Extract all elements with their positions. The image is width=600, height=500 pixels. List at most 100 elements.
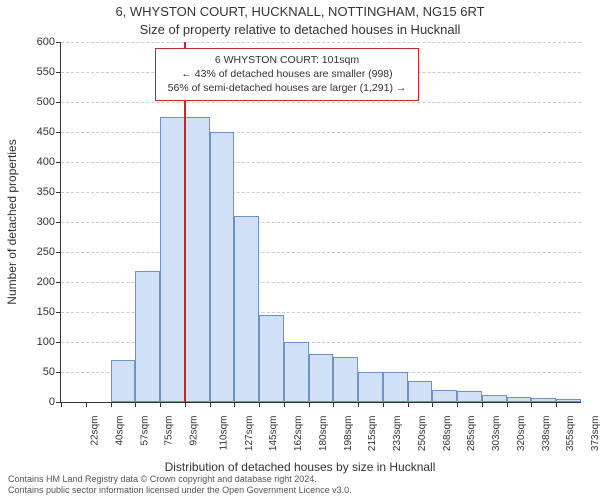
x-tick-label: 320sqm — [516, 416, 527, 452]
annotation-line: 56% of semi-detached houses are larger (… — [162, 81, 412, 95]
y-tick-mark — [56, 252, 61, 253]
chart-title-line2: Size of property relative to detached ho… — [0, 22, 600, 37]
x-tick-mark — [86, 402, 87, 407]
x-tick-mark — [160, 402, 161, 407]
x-tick-label: 22sqm — [90, 416, 101, 446]
y-tick-label: 350 — [37, 186, 55, 198]
histogram-bar — [309, 354, 334, 402]
x-tick-label: 127sqm — [244, 416, 255, 452]
histogram-bar — [383, 372, 408, 402]
grid-line — [61, 252, 581, 253]
histogram-bar — [556, 399, 581, 402]
y-tick-mark — [56, 132, 61, 133]
histogram-bar — [482, 395, 507, 402]
x-tick-label: 57sqm — [139, 416, 150, 446]
x-tick-mark — [556, 402, 557, 407]
grid-line — [61, 132, 581, 133]
x-tick-label: 338sqm — [541, 416, 552, 452]
x-tick-label: 110sqm — [218, 416, 229, 451]
x-tick-label: 75sqm — [164, 416, 175, 446]
y-tick-label: 200 — [37, 276, 55, 288]
y-tick-label: 400 — [37, 156, 55, 168]
histogram-bar — [531, 398, 556, 402]
x-tick-mark — [358, 402, 359, 407]
y-tick-label: 600 — [37, 36, 55, 48]
x-tick-mark — [383, 402, 384, 407]
annotation-line: 6 WHYSTON COURT: 101sqm — [162, 53, 412, 67]
x-tick-mark — [259, 402, 260, 407]
x-tick-label: 180sqm — [318, 416, 329, 452]
x-tick-label: 215sqm — [367, 416, 378, 452]
x-tick-label: 198sqm — [343, 416, 354, 452]
x-tick-mark — [482, 402, 483, 407]
x-tick-mark — [531, 402, 532, 407]
chart-title-line1: 6, WHYSTON COURT, HUCKNALL, NOTTINGHAM, … — [0, 4, 600, 19]
annotation-box: 6 WHYSTON COURT: 101sqm ← 43% of detache… — [155, 48, 419, 101]
y-tick-label: 0 — [49, 396, 55, 408]
y-tick-mark — [56, 72, 61, 73]
histogram-bar — [408, 381, 433, 402]
histogram-bar — [135, 271, 160, 402]
x-tick-mark — [432, 402, 433, 407]
x-tick-mark — [333, 402, 334, 407]
y-tick-mark — [56, 372, 61, 373]
histogram-bar — [432, 390, 457, 402]
x-tick-label: 145sqm — [268, 416, 279, 452]
x-tick-label: 285sqm — [467, 416, 478, 452]
x-tick-mark — [210, 402, 211, 407]
annotation-line: ← 43% of detached houses are smaller (99… — [162, 67, 412, 81]
x-tick-label: 162sqm — [293, 416, 304, 452]
histogram-bar — [284, 342, 309, 402]
x-tick-label: 233sqm — [392, 416, 403, 452]
x-axis-label: Distribution of detached houses by size … — [0, 460, 600, 474]
footnote: Contains HM Land Registry data © Crown c… — [8, 474, 352, 497]
y-tick-label: 100 — [37, 336, 55, 348]
y-tick-label: 450 — [37, 126, 55, 138]
y-tick-mark — [56, 342, 61, 343]
grid-line — [61, 192, 581, 193]
y-tick-label: 550 — [37, 66, 55, 78]
y-tick-label: 500 — [37, 96, 55, 108]
x-tick-mark — [507, 402, 508, 407]
y-tick-label: 150 — [37, 306, 55, 318]
x-tick-mark — [135, 402, 136, 407]
histogram-bar — [457, 391, 482, 402]
x-tick-mark — [457, 402, 458, 407]
x-tick-label: 92sqm — [189, 416, 200, 446]
histogram-bar — [160, 117, 185, 402]
x-tick-mark — [185, 402, 186, 407]
x-tick-label: 268sqm — [442, 416, 453, 452]
x-tick-mark — [111, 402, 112, 407]
chart-container: 6, WHYSTON COURT, HUCKNALL, NOTTINGHAM, … — [0, 0, 600, 500]
y-tick-label: 50 — [43, 366, 55, 378]
histogram-bar — [210, 132, 235, 402]
histogram-bar — [185, 117, 210, 402]
histogram-bar — [358, 372, 383, 402]
plot-area: 05010015020025030035040045050055060022sq… — [60, 42, 581, 403]
x-tick-label: 355sqm — [566, 416, 577, 452]
y-tick-mark — [56, 282, 61, 283]
x-tick-label: 250sqm — [417, 416, 428, 452]
histogram-bar — [259, 315, 284, 402]
x-tick-mark — [61, 402, 62, 407]
footnote-line: Contains public sector information licen… — [8, 485, 352, 496]
x-tick-label: 40sqm — [114, 416, 125, 446]
grid-line — [61, 222, 581, 223]
y-tick-mark — [56, 312, 61, 313]
x-tick-label: 373sqm — [590, 416, 600, 452]
grid-line — [61, 42, 581, 43]
x-tick-mark — [408, 402, 409, 407]
grid-line — [61, 162, 581, 163]
y-axis-label: Number of detached properties — [5, 139, 19, 304]
grid-line — [61, 102, 581, 103]
y-tick-mark — [56, 222, 61, 223]
y-tick-mark — [56, 102, 61, 103]
histogram-bar — [507, 397, 532, 402]
y-tick-label: 250 — [37, 246, 55, 258]
footnote-line: Contains HM Land Registry data © Crown c… — [8, 474, 352, 485]
y-tick-mark — [56, 192, 61, 193]
histogram-bar — [234, 216, 259, 402]
y-tick-label: 300 — [37, 216, 55, 228]
histogram-bar — [111, 360, 136, 402]
x-tick-mark — [234, 402, 235, 407]
